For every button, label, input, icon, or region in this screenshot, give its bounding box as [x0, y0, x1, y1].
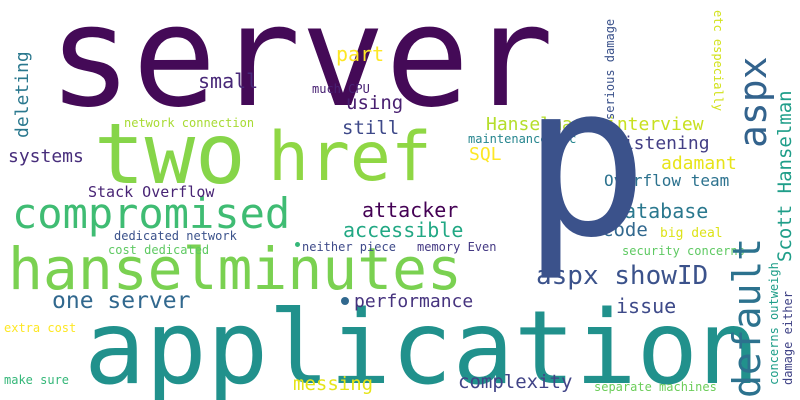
- dot-mark: [295, 242, 300, 247]
- word-issue: issue: [616, 294, 677, 318]
- word-deleting: deleting: [12, 51, 33, 138]
- word-compromised: compromised: [12, 189, 291, 238]
- word-code: code: [602, 219, 648, 241]
- word-extra-cost: extra cost: [4, 321, 77, 335]
- word-application: application: [84, 289, 760, 400]
- word-much-cpu: much CPU: [312, 82, 370, 96]
- word-etc-especially: etc especially: [711, 10, 725, 112]
- word-hanselminutes: hanselminutes: [8, 235, 462, 303]
- word-sql: SQL: [469, 144, 502, 165]
- word-stack-overflow: Stack Overflow: [88, 183, 215, 201]
- word-separate-machines: separate machines: [594, 380, 717, 394]
- word-two: two: [94, 105, 246, 203]
- word-hanselman: Hanselman: [486, 114, 584, 135]
- word-href: href: [268, 118, 432, 197]
- word-complexity: complexity: [458, 371, 573, 393]
- word-concerns-outweigh: concerns outweigh: [767, 262, 781, 385]
- word-accessible: accessible: [343, 218, 464, 242]
- word-adamant: adamant: [661, 153, 737, 174]
- word-systems: systems: [8, 146, 84, 167]
- word-listening: Listening: [612, 133, 710, 154]
- word-p: p: [522, 39, 649, 284]
- word-messing: messing: [293, 373, 374, 395]
- word-small: small: [198, 69, 259, 93]
- word-big-deal: big deal: [660, 226, 723, 241]
- word-attacker: attacker: [362, 198, 459, 222]
- word-aspx-showid: aspx showID: [536, 261, 709, 291]
- word-scott-hanselman: Scott Hanselman: [774, 90, 796, 262]
- word-still: still: [342, 117, 400, 139]
- word-make-sure: make sure: [4, 373, 70, 387]
- word-maintenance-etc: maintenance etc: [468, 132, 577, 146]
- word-neither-piece: neither piece: [302, 240, 396, 254]
- word-overflow-team: Overflow team: [604, 171, 730, 190]
- word-interview: interview: [606, 114, 704, 135]
- word-default: default: [725, 237, 769, 398]
- word-database: database: [612, 199, 709, 223]
- word-memory-even: memory Even: [417, 240, 497, 254]
- word-aspx: aspx: [731, 56, 775, 148]
- word-serious-damage: serious damage: [603, 18, 617, 120]
- word-server: server: [48, 0, 554, 139]
- word-using: using: [346, 92, 404, 114]
- word-part: part: [336, 42, 385, 66]
- word-damage-either: damage either: [781, 291, 795, 385]
- word-cost-dedicated: cost dedicated: [108, 243, 210, 257]
- word-dedicated-network: dedicated network: [114, 229, 237, 243]
- dot-mark: [341, 297, 349, 305]
- word-performance: performance: [354, 291, 474, 312]
- word-one-server: one server: [52, 288, 191, 314]
- word-network-connection: network connection: [124, 116, 255, 130]
- word-security-concerns: security concerns: [622, 244, 745, 258]
